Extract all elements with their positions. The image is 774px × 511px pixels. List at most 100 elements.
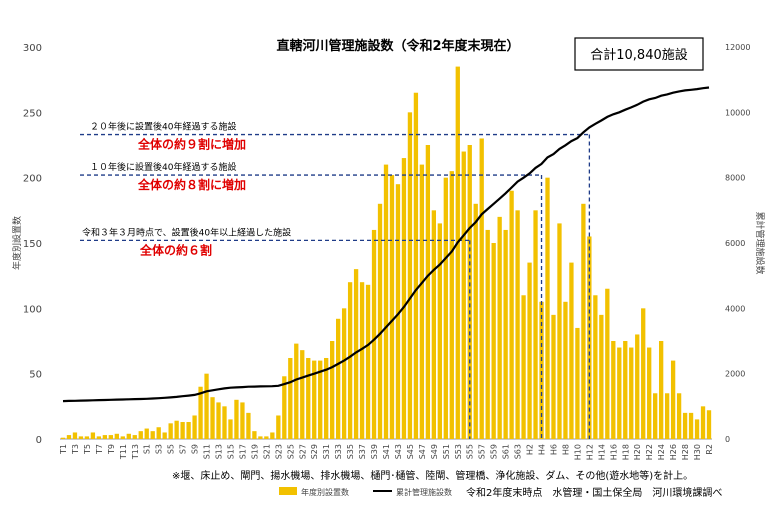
x-tick-label: S61 — [502, 444, 511, 459]
x-tick-label: S29 — [310, 444, 319, 459]
y-left-tick-label: 200 — [23, 174, 42, 185]
bar — [114, 433, 119, 439]
y-left-tick-label: 100 — [23, 304, 42, 315]
bar — [335, 318, 341, 439]
x-tick-label: S23 — [274, 444, 283, 459]
x-tick-label: T7 — [95, 444, 104, 455]
right-axis-label: 累計管理施設数 — [754, 211, 766, 274]
cumulative-line — [62, 86, 710, 403]
bar — [419, 164, 425, 439]
bar — [676, 393, 682, 439]
x-tick-label: S53 — [454, 444, 463, 459]
x-tick-label: S21 — [262, 444, 271, 459]
bar — [581, 203, 586, 439]
bar — [599, 314, 604, 439]
bar — [330, 341, 335, 439]
bar — [425, 145, 431, 439]
x-tick-label: H16 — [609, 444, 618, 460]
x-tick-label: R2 — [705, 444, 714, 455]
bar — [108, 435, 113, 439]
bar — [629, 347, 634, 439]
bar — [270, 432, 275, 439]
x-tick-label: H26 — [669, 444, 678, 460]
bar — [156, 427, 161, 439]
bar — [706, 410, 712, 439]
footnote: ※堰、床止め、閘門、揚水機場、排水機場、樋門･樋管、陸閘、管理橋、浄化施設、ダム… — [172, 469, 693, 482]
bar — [324, 357, 329, 439]
x-tick-label: H22 — [645, 444, 654, 460]
bar — [312, 360, 317, 439]
bar — [491, 243, 496, 439]
bar — [192, 415, 197, 439]
bar — [198, 386, 203, 439]
bar — [120, 436, 125, 439]
bar — [90, 432, 96, 439]
legend-bar-swatch — [279, 487, 297, 495]
bar — [258, 436, 263, 439]
y-right-tick-label: 4000 — [725, 304, 745, 313]
x-tick-label: S41 — [382, 444, 391, 459]
bar — [539, 301, 544, 439]
bar — [276, 415, 281, 439]
annotation-emphasis: 全体の約８割に増加 — [137, 177, 246, 192]
bar — [545, 177, 550, 439]
bar — [515, 210, 520, 439]
y-left-tick-label: 50 — [29, 370, 42, 381]
left-axis-label: 年度別設置数 — [11, 216, 23, 270]
bar — [282, 376, 287, 439]
bar — [204, 373, 209, 439]
x-tick-label: S57 — [478, 444, 487, 459]
bar — [96, 436, 102, 439]
bar — [635, 334, 640, 439]
bar — [605, 288, 610, 439]
bar — [318, 360, 323, 439]
source-note: 令和2年度末時点 水管理・国土保全局 河川環境課調べ — [466, 486, 722, 499]
bar — [162, 432, 167, 439]
chart-title: 直轄河川管理施設数（令和2年度末現在） — [276, 38, 519, 54]
bar — [252, 431, 257, 439]
x-tick-label: S1 — [143, 444, 152, 454]
total-box — [574, 37, 704, 71]
bar — [563, 301, 568, 439]
annotation-text: 令和３年３月時点で、設置後40年以上経過した施設 — [82, 226, 291, 238]
bar — [228, 419, 233, 439]
x-tick-label: T1 — [59, 444, 68, 455]
bar — [473, 203, 478, 439]
y-left-tick-label: 150 — [23, 239, 42, 250]
bar — [216, 402, 221, 439]
bar — [700, 406, 706, 439]
annotation-emphasis: 全体の約６割 — [139, 242, 212, 257]
bar — [359, 282, 365, 439]
bar — [102, 435, 108, 439]
bar — [455, 66, 460, 439]
bar — [431, 210, 437, 439]
bar — [551, 314, 556, 439]
x-tick-label: S55 — [466, 444, 475, 459]
x-tick-label: S43 — [394, 444, 403, 459]
x-tick-label: H18 — [621, 444, 630, 460]
y-left-tick-label: 300 — [23, 43, 42, 54]
bar — [60, 437, 66, 439]
bar — [294, 343, 299, 439]
bar — [347, 282, 353, 439]
x-tick-label: S59 — [490, 444, 499, 459]
bar — [150, 431, 155, 439]
bar — [240, 402, 245, 439]
x-tick-label: H14 — [597, 444, 606, 460]
bar — [533, 210, 538, 439]
bar — [664, 393, 670, 439]
legend-line-label: 累計管理施設数 — [396, 487, 452, 497]
y-right-tick-label: 6000 — [725, 239, 745, 248]
x-tick-label: H12 — [585, 444, 594, 460]
x-tick-label: H30 — [693, 444, 702, 460]
x-tick-label: S39 — [370, 444, 379, 459]
bar — [138, 431, 143, 439]
bar — [306, 357, 311, 439]
bar — [132, 435, 137, 439]
bar — [479, 138, 484, 439]
x-tick-label: H28 — [681, 444, 690, 460]
bar — [401, 158, 407, 440]
bar — [180, 422, 185, 439]
y-left-tick-label: 0 — [36, 435, 42, 446]
